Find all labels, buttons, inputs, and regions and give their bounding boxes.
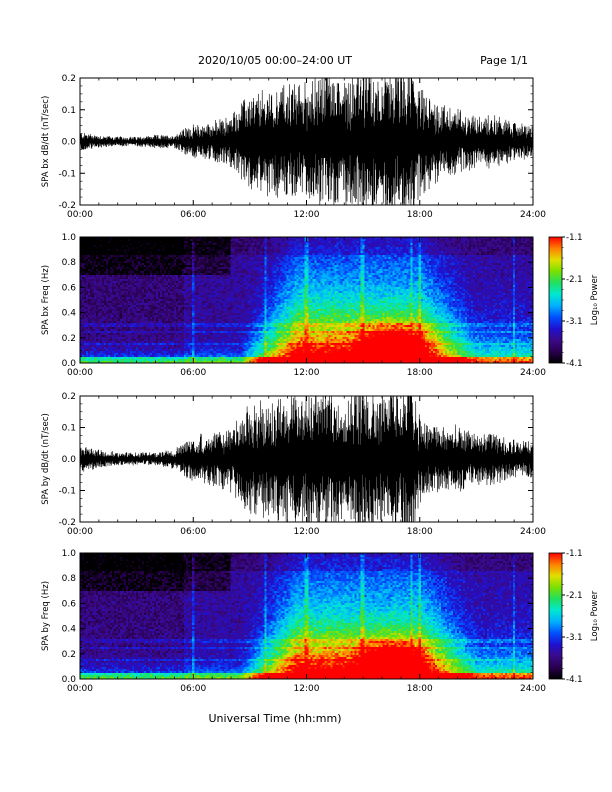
y-tick-label: -0.1 — [58, 169, 76, 179]
colorbar-label: Log₁₀ Power — [590, 590, 600, 641]
x-tick-label: 12:00 — [294, 368, 320, 378]
y-tick-label: 0.0 — [62, 455, 77, 465]
y-tick-label: 1.0 — [62, 233, 77, 243]
y-tick-label: 0.1 — [62, 424, 76, 434]
y-tick-label: 0.8 — [62, 574, 77, 584]
colorbar — [548, 236, 563, 364]
x-tick-label: 06:00 — [180, 368, 206, 378]
y-tick-label: -0.2 — [58, 518, 76, 528]
colorbar-tick-label: -2.1 — [566, 591, 583, 601]
y-tick-label: 0.4 — [62, 309, 77, 319]
page-title: 2020/10/05 00:00–24:00 UT — [198, 54, 352, 67]
waveform-series — [80, 396, 533, 522]
x-tick-label: 24:00 — [520, 684, 546, 694]
x-tick-label: 00:00 — [67, 210, 93, 220]
y-tick-label: 0.2 — [62, 334, 76, 344]
x-tick-label: 18:00 — [407, 684, 433, 694]
x-tick-label: 18:00 — [407, 527, 433, 537]
colorbar-tick-label: -3.1 — [566, 317, 583, 327]
colorbar-tick-label: -4.1 — [566, 675, 583, 685]
x-tick-label: 18:00 — [407, 210, 433, 220]
x-tick-label: 00:00 — [67, 368, 93, 378]
y-tick-label: -0.1 — [58, 487, 76, 497]
y-tick-label: 0.6 — [62, 599, 77, 609]
y-tick-label: 0.6 — [62, 283, 77, 293]
colorbar — [548, 552, 563, 680]
x-tick-label: 12:00 — [294, 527, 320, 537]
colorbar-tick-label: -1.1 — [566, 549, 583, 559]
colorbar-tick-label: -3.1 — [566, 633, 583, 643]
spectrogram-image — [80, 553, 533, 679]
y-tick-label: 0.1 — [62, 106, 76, 116]
x-tick-label: 00:00 — [67, 527, 93, 537]
page-number: Page 1/1 — [480, 54, 528, 67]
colorbar-tick-label: -1.1 — [566, 233, 583, 243]
y-tick-label: 0.2 — [62, 74, 76, 84]
y-tick-label: 0.0 — [62, 138, 77, 148]
x-tick-label: 00:00 — [67, 684, 93, 694]
panels: -0.2 -0.1 0.0 0.1 0.2 00:00 06:00 12:00 18:00 24:… — [41, 74, 600, 694]
x-axis-label: Universal Time (hh:mm) — [209, 712, 342, 725]
y-axis-label: SPA bx dB/dt (nT/sec) — [41, 96, 51, 188]
y-tick-label: 0.4 — [62, 625, 77, 635]
x-tick-label: 12:00 — [294, 684, 320, 694]
x-tick-label: 18:00 — [407, 368, 433, 378]
x-tick-label: 06:00 — [180, 210, 206, 220]
x-tick-label: 12:00 — [294, 210, 320, 220]
y-axis-label: SPA by dB/dt (nT/sec) — [41, 413, 51, 505]
y-tick-label: 0.0 — [62, 675, 77, 685]
colorbar-label: Log₁₀ Power — [590, 274, 600, 325]
x-tick-label: 06:00 — [180, 684, 206, 694]
y-tick-label: 0.0 — [62, 359, 77, 369]
colorbar-tick-label: -2.1 — [566, 275, 583, 285]
spectrogram-image — [80, 237, 533, 363]
x-tick-label: 24:00 — [520, 527, 546, 537]
waveform-series — [80, 78, 533, 205]
y-tick-label: 0.2 — [62, 650, 76, 660]
y-tick-label: 0.2 — [62, 392, 76, 402]
y-tick-label: -0.2 — [58, 201, 76, 211]
x-tick-label: 06:00 — [180, 527, 206, 537]
colorbar-tick-label: -4.1 — [566, 359, 583, 369]
y-axis-label: SPA bx Freq (Hz) — [41, 265, 51, 335]
x-tick-label: 24:00 — [520, 368, 546, 378]
y-tick-label: 1.0 — [62, 549, 77, 559]
y-axis-label: SPA by Freq (Hz) — [41, 581, 51, 651]
x-tick-label: 24:00 — [520, 210, 546, 220]
y-tick-label: 0.8 — [62, 258, 77, 268]
